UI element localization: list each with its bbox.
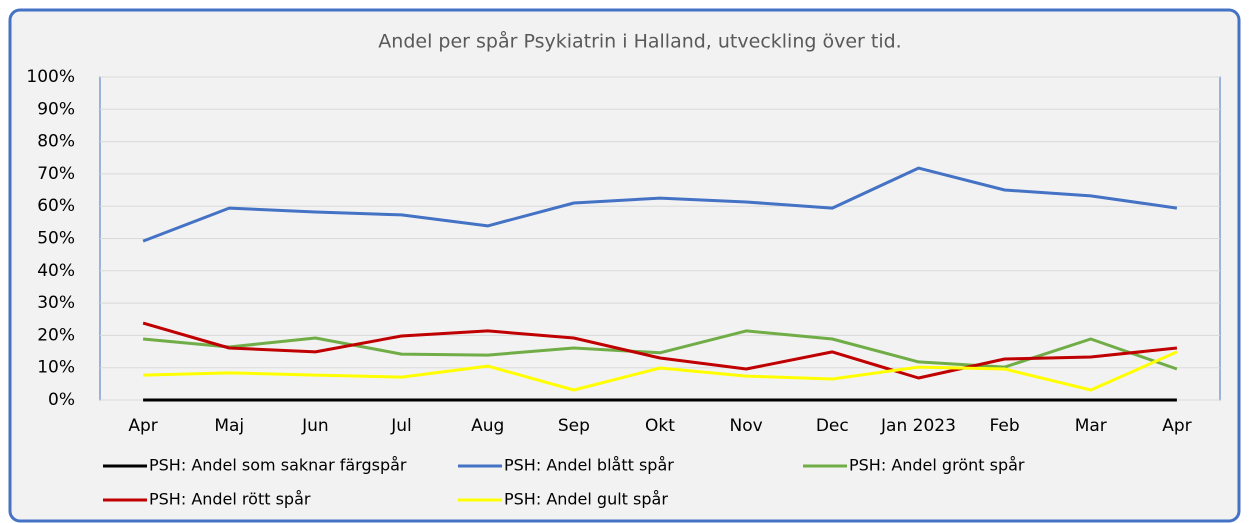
y-tick-label: 40% (37, 261, 75, 281)
series-line (142, 329, 1178, 371)
y-tick-label: 30% (37, 293, 75, 313)
legend-label: PSH: Andel som saknar färgspår (149, 456, 407, 475)
series-line (142, 321, 1178, 380)
chart-title: Andel per spår Psykiatrin i Halland, utv… (378, 30, 901, 53)
y-tick-label: 70% (37, 164, 75, 184)
x-tick-label: Jan 2023 (880, 416, 956, 436)
x-tick-label: Feb (990, 416, 1020, 436)
y-tick-label: 50% (37, 229, 75, 249)
y-tick-label: 0% (48, 390, 75, 410)
x-tick-label: Apr (1162, 416, 1191, 436)
y-tick-label: 10% (37, 358, 75, 378)
y-tick-label: 80% (37, 132, 75, 152)
x-tick-label: Jul (390, 416, 412, 436)
x-tick-label: Nov (730, 416, 763, 436)
x-tick-label: Okt (645, 416, 675, 436)
legend-label: PSH: Andel blått spår (504, 456, 674, 475)
x-tick-label: Apr (128, 416, 157, 436)
series-line (143, 350, 1178, 392)
x-tick-label: Aug (471, 416, 504, 436)
y-tick-label: 90% (37, 99, 75, 119)
x-tick-label: Maj (214, 416, 244, 436)
x-tick-label: Mar (1075, 416, 1107, 436)
legend-label: PSH: Andel gult spår (504, 490, 668, 509)
x-tick-label: Dec (816, 416, 849, 436)
series-line (142, 166, 1178, 243)
x-tick-label: Jun (301, 416, 329, 436)
x-tick-label: Sep (558, 416, 590, 436)
legend-label: PSH: Andel rött spår (149, 490, 311, 509)
y-tick-label: 60% (37, 196, 75, 216)
y-tick-label: 20% (37, 325, 75, 345)
legend-label: PSH: Andel grönt spår (849, 456, 1025, 475)
y-tick-label: 100% (26, 67, 75, 87)
